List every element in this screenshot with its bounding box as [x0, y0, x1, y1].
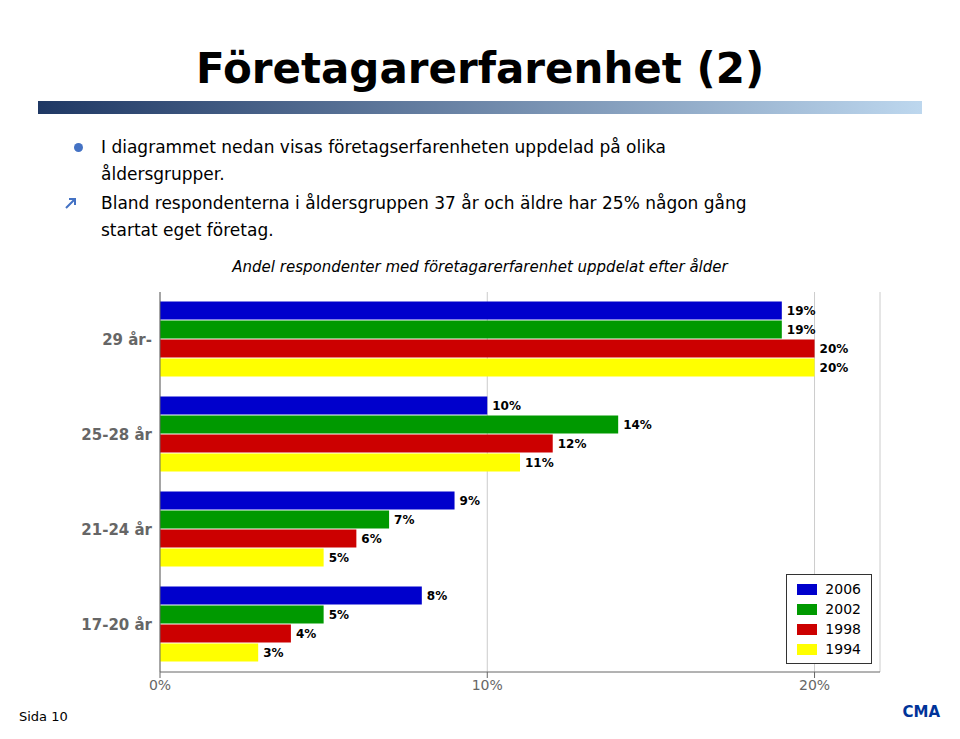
svg-text:3%: 3%	[263, 646, 283, 660]
svg-text:10%: 10%	[472, 677, 503, 693]
svg-text:0%: 0%	[149, 677, 171, 693]
html-text:Bland respondenterna i åldersg: Bland respondenterna i åldersgruppen 37 …	[101, 193, 747, 213]
svg-text:20%: 20%	[820, 342, 849, 356]
svg-text:9%: 9%	[460, 494, 480, 508]
html-text:Sida 10: Sida 10	[19, 709, 68, 724]
svg-text:14%: 14%	[623, 418, 652, 432]
svg-text:17-20 år: 17-20 år	[81, 616, 152, 634]
svg-text:10%: 10%	[492, 399, 521, 413]
html-text:Andel respondenter med företag: Andel respondenter med företagarerfarenh…	[232, 258, 728, 276]
svg-text:11%: 11%	[525, 456, 554, 470]
svg-text:6%: 6%	[361, 532, 381, 546]
svg-text:20%: 20%	[820, 361, 849, 375]
svg-text:5%: 5%	[329, 551, 349, 565]
svg-text:19%: 19%	[787, 323, 816, 337]
html-text:I diagrammet nedan visas föret: I diagrammet nedan visas företagserfaren…	[101, 137, 666, 157]
svg-text:4%: 4%	[296, 627, 316, 641]
html-text:Företagarerfarenhet (2): Företagarerfarenhet (2)	[195, 44, 765, 93]
html-text:CMA: CMA	[902, 703, 940, 721]
html-text:1998: 1998	[825, 621, 861, 637]
svg-text:5%: 5%	[329, 608, 349, 622]
svg-text:21-24 år: 21-24 år	[81, 521, 152, 539]
html-text:2002: 2002	[825, 601, 861, 617]
html-text:1994: 1994	[825, 641, 861, 657]
html-text:startat eget företag.: startat eget företag.	[101, 220, 274, 240]
svg-text:12%: 12%	[558, 437, 587, 451]
svg-text:29 år-: 29 år-	[102, 331, 152, 349]
svg-text:19%: 19%	[787, 304, 816, 318]
svg-text:8%: 8%	[427, 589, 447, 603]
html-text:åldersgrupper.: åldersgrupper.	[101, 164, 225, 184]
svg-text:7%: 7%	[394, 513, 414, 527]
svg-text:20%: 20%	[799, 677, 830, 693]
svg-text:25-28 år: 25-28 år	[81, 426, 152, 444]
html-text:2006: 2006	[825, 581, 861, 597]
